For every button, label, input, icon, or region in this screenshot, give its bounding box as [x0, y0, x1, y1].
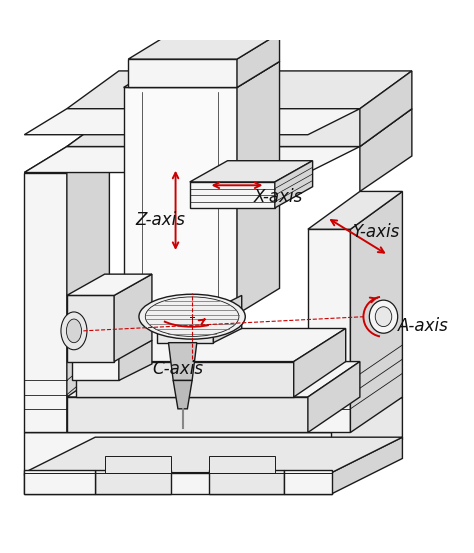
- Text: A-axis: A-axis: [398, 317, 448, 335]
- Polygon shape: [95, 470, 171, 494]
- Polygon shape: [24, 173, 67, 432]
- Polygon shape: [24, 397, 402, 432]
- Polygon shape: [294, 328, 346, 397]
- Text: C-axis: C-axis: [153, 359, 203, 378]
- Polygon shape: [168, 343, 197, 380]
- Polygon shape: [24, 473, 331, 494]
- Ellipse shape: [66, 319, 82, 343]
- Polygon shape: [308, 362, 360, 432]
- Polygon shape: [190, 161, 313, 182]
- Ellipse shape: [375, 307, 392, 327]
- Polygon shape: [331, 397, 402, 475]
- Polygon shape: [209, 456, 275, 473]
- Ellipse shape: [139, 294, 245, 339]
- Polygon shape: [24, 437, 402, 473]
- Polygon shape: [67, 109, 412, 147]
- Polygon shape: [173, 380, 192, 409]
- Polygon shape: [360, 109, 412, 191]
- Polygon shape: [308, 191, 402, 229]
- Polygon shape: [360, 71, 412, 147]
- Polygon shape: [24, 470, 95, 494]
- Polygon shape: [24, 109, 360, 135]
- Polygon shape: [24, 147, 109, 173]
- Polygon shape: [67, 397, 308, 432]
- Polygon shape: [124, 87, 237, 314]
- Polygon shape: [72, 357, 119, 380]
- Polygon shape: [128, 33, 280, 59]
- Polygon shape: [237, 61, 280, 314]
- Text: Z-axis: Z-axis: [136, 211, 185, 229]
- Polygon shape: [67, 109, 412, 147]
- Polygon shape: [156, 310, 213, 343]
- Polygon shape: [24, 432, 331, 475]
- Polygon shape: [67, 274, 152, 295]
- Polygon shape: [105, 456, 171, 473]
- Polygon shape: [24, 147, 360, 173]
- Polygon shape: [67, 295, 114, 362]
- Text: X-axis: X-axis: [254, 188, 303, 206]
- Polygon shape: [331, 437, 402, 494]
- Ellipse shape: [61, 312, 87, 349]
- Polygon shape: [308, 229, 350, 432]
- Text: Y-axis: Y-axis: [353, 223, 400, 241]
- Polygon shape: [275, 161, 313, 208]
- Polygon shape: [190, 182, 275, 208]
- Polygon shape: [237, 33, 280, 87]
- Polygon shape: [67, 147, 109, 432]
- Polygon shape: [124, 61, 280, 87]
- Ellipse shape: [369, 300, 398, 333]
- Polygon shape: [76, 362, 294, 397]
- Polygon shape: [114, 274, 152, 362]
- Polygon shape: [350, 191, 402, 432]
- Polygon shape: [209, 470, 284, 494]
- Polygon shape: [67, 71, 412, 109]
- Polygon shape: [128, 59, 237, 87]
- Polygon shape: [284, 470, 331, 494]
- Polygon shape: [119, 340, 152, 380]
- Polygon shape: [213, 295, 242, 343]
- Polygon shape: [67, 362, 360, 397]
- Polygon shape: [76, 328, 346, 362]
